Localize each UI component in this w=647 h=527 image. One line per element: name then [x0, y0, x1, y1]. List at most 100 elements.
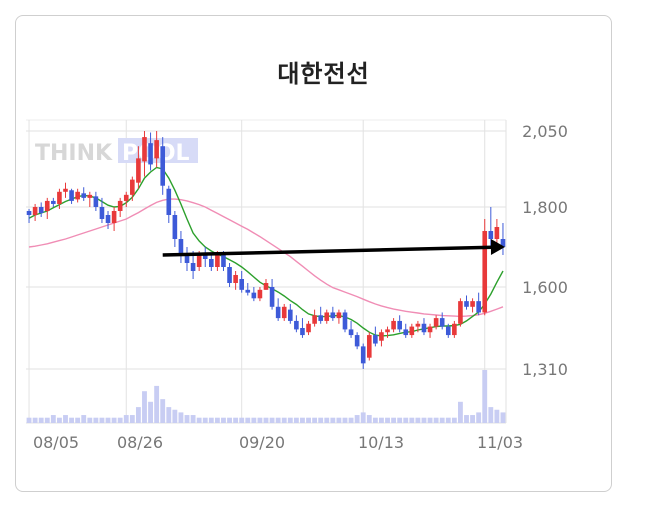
candle-body — [263, 283, 269, 290]
candle-body — [202, 255, 208, 259]
volume-bar — [227, 417, 232, 423]
y-tick-label: 2,050 — [522, 122, 568, 141]
candle-body — [172, 215, 178, 239]
volume-bar — [269, 417, 275, 423]
volume-bar — [397, 417, 403, 423]
candle-body — [148, 143, 153, 165]
volume-bar — [245, 417, 251, 423]
volume-bar — [391, 417, 397, 423]
volume-bar — [433, 417, 439, 423]
candle-body — [130, 179, 135, 195]
volume-bar — [360, 412, 366, 423]
x-tick-label: 08/26 — [117, 433, 163, 452]
volume-bar — [445, 417, 451, 423]
candle-body — [397, 320, 402, 330]
candle-body — [75, 191, 80, 200]
volume-bar — [184, 415, 190, 423]
volume-bar — [117, 417, 123, 423]
candle-body — [105, 215, 111, 223]
volume-bar — [458, 401, 463, 423]
volume-bar — [500, 412, 506, 423]
volume-bar — [69, 417, 74, 423]
x-tick-label: 10/13 — [358, 433, 404, 452]
candle-body — [330, 312, 336, 319]
volume-bars — [26, 370, 506, 423]
volume-bar — [142, 391, 147, 423]
volume-bar — [154, 385, 160, 423]
candle-body — [300, 328, 305, 336]
volume-bar — [476, 412, 482, 423]
volume-bar — [312, 417, 318, 423]
volume-bar — [190, 415, 196, 423]
candle-body — [391, 320, 396, 330]
arrow-line — [162, 245, 494, 257]
candle-body — [190, 263, 196, 271]
candle-body — [482, 231, 488, 313]
candle-body — [233, 275, 238, 283]
trend-arrow — [162, 239, 505, 257]
watermark-think: THINK — [35, 141, 113, 166]
candle-body — [342, 312, 348, 330]
volume-bar — [439, 417, 445, 423]
candle-body — [160, 146, 166, 186]
volume-bar — [233, 417, 239, 423]
candle-body — [93, 196, 99, 207]
candle-body — [458, 301, 463, 324]
volume-bar — [470, 415, 476, 423]
volume-bar — [135, 407, 141, 423]
volume-bar — [330, 417, 336, 423]
arrow-head — [490, 239, 505, 255]
candle-body — [470, 301, 475, 307]
candle-body — [51, 200, 56, 204]
volume-bar — [275, 417, 281, 423]
candle-body — [379, 332, 384, 341]
volume-bar — [494, 409, 500, 423]
volume-bar — [32, 417, 38, 423]
volume-bar — [148, 401, 153, 423]
volume-bar — [348, 417, 354, 423]
volume-bar — [123, 415, 129, 423]
candle-body — [306, 323, 311, 333]
volume-bar — [38, 417, 44, 423]
volume-bar — [221, 417, 226, 423]
candle-body — [123, 194, 129, 201]
x-axis: 08/05 08/26 09/20 10/13 11/03 — [33, 433, 523, 452]
candle-body — [136, 158, 141, 183]
candle-body — [336, 312, 342, 319]
volume-bar — [50, 415, 56, 423]
candle-body — [269, 287, 275, 307]
candle-body — [63, 188, 68, 192]
candle-body — [44, 200, 50, 211]
volume-bar — [409, 417, 415, 423]
volume-bar — [306, 417, 311, 423]
volume-bar — [99, 417, 105, 423]
volume-bar — [385, 417, 390, 423]
volume-bar — [75, 417, 81, 423]
volume-bar — [427, 417, 433, 423]
volume-bar — [403, 417, 409, 423]
volume-bar — [281, 417, 287, 423]
x-tick-label: 09/20 — [239, 433, 285, 452]
x-tick-label: 11/03 — [477, 433, 523, 452]
volume-bar — [293, 417, 299, 423]
volume-bar — [318, 417, 324, 423]
volume-bar — [178, 412, 184, 423]
volume-bar — [372, 417, 378, 423]
volume-bar — [239, 417, 245, 423]
candle-body — [26, 211, 32, 215]
candle-body — [178, 239, 184, 255]
candle-body — [184, 255, 190, 263]
candle-body — [166, 188, 172, 215]
candle-body — [245, 289, 251, 293]
volume-bar — [300, 417, 305, 423]
chart-card — [15, 15, 612, 492]
candle-body — [111, 211, 117, 223]
candle-body — [452, 323, 457, 336]
candle-body — [281, 306, 287, 319]
candle-body — [415, 323, 421, 327]
y-tick-label: 1,310 — [522, 360, 568, 379]
volume-bar — [166, 407, 172, 423]
candle-body — [287, 309, 293, 321]
y-tick-label: 1,600 — [522, 278, 568, 297]
volume-bar — [257, 417, 263, 423]
